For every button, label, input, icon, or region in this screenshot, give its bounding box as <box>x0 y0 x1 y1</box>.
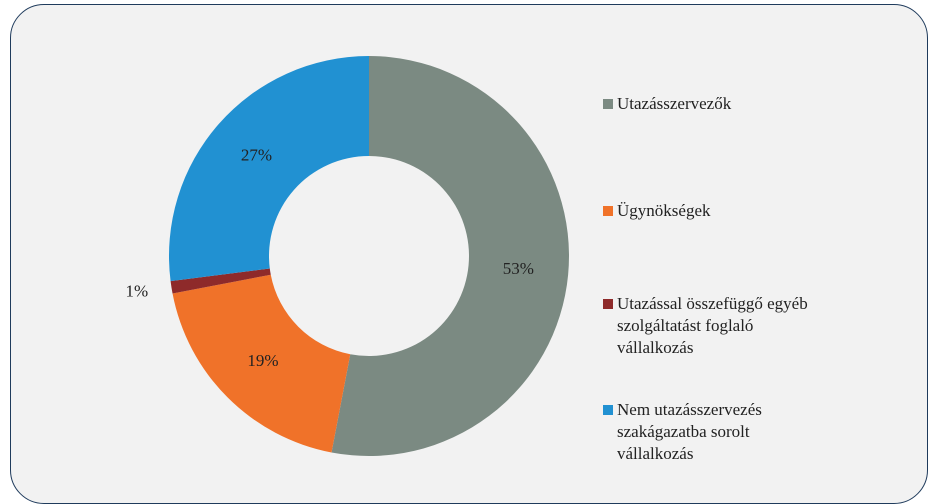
donut-slice <box>331 56 570 457</box>
legend-swatch <box>603 99 613 109</box>
donut-slice <box>170 268 271 294</box>
data-label: 27% <box>241 146 272 165</box>
legend-label: Nem utazásszervezés szakágazatba sorolt … <box>617 400 762 463</box>
legend-label: Utazásszervezők <box>617 94 732 113</box>
legend-item: Nem utazásszervezés szakágazatba sorolt … <box>603 399 818 465</box>
legend-label: Utazással összefüggő egyéb szolgáltatást… <box>617 294 808 357</box>
legend-item: Utazással összefüggő egyéb szolgáltatást… <box>603 293 818 359</box>
data-label: 1% <box>126 282 149 301</box>
legend-swatch <box>603 405 613 415</box>
donut-slice <box>172 274 351 453</box>
legend-label: Ügynökségek <box>617 201 711 220</box>
legend-swatch <box>603 299 613 309</box>
data-label: 19% <box>247 351 278 370</box>
legend-item: Ügynökségek <box>603 200 818 222</box>
legend-item: Utazásszervezők <box>603 93 818 115</box>
data-label: 53% <box>503 259 534 278</box>
donut-slice <box>168 56 369 282</box>
legend-swatch <box>603 206 613 216</box>
